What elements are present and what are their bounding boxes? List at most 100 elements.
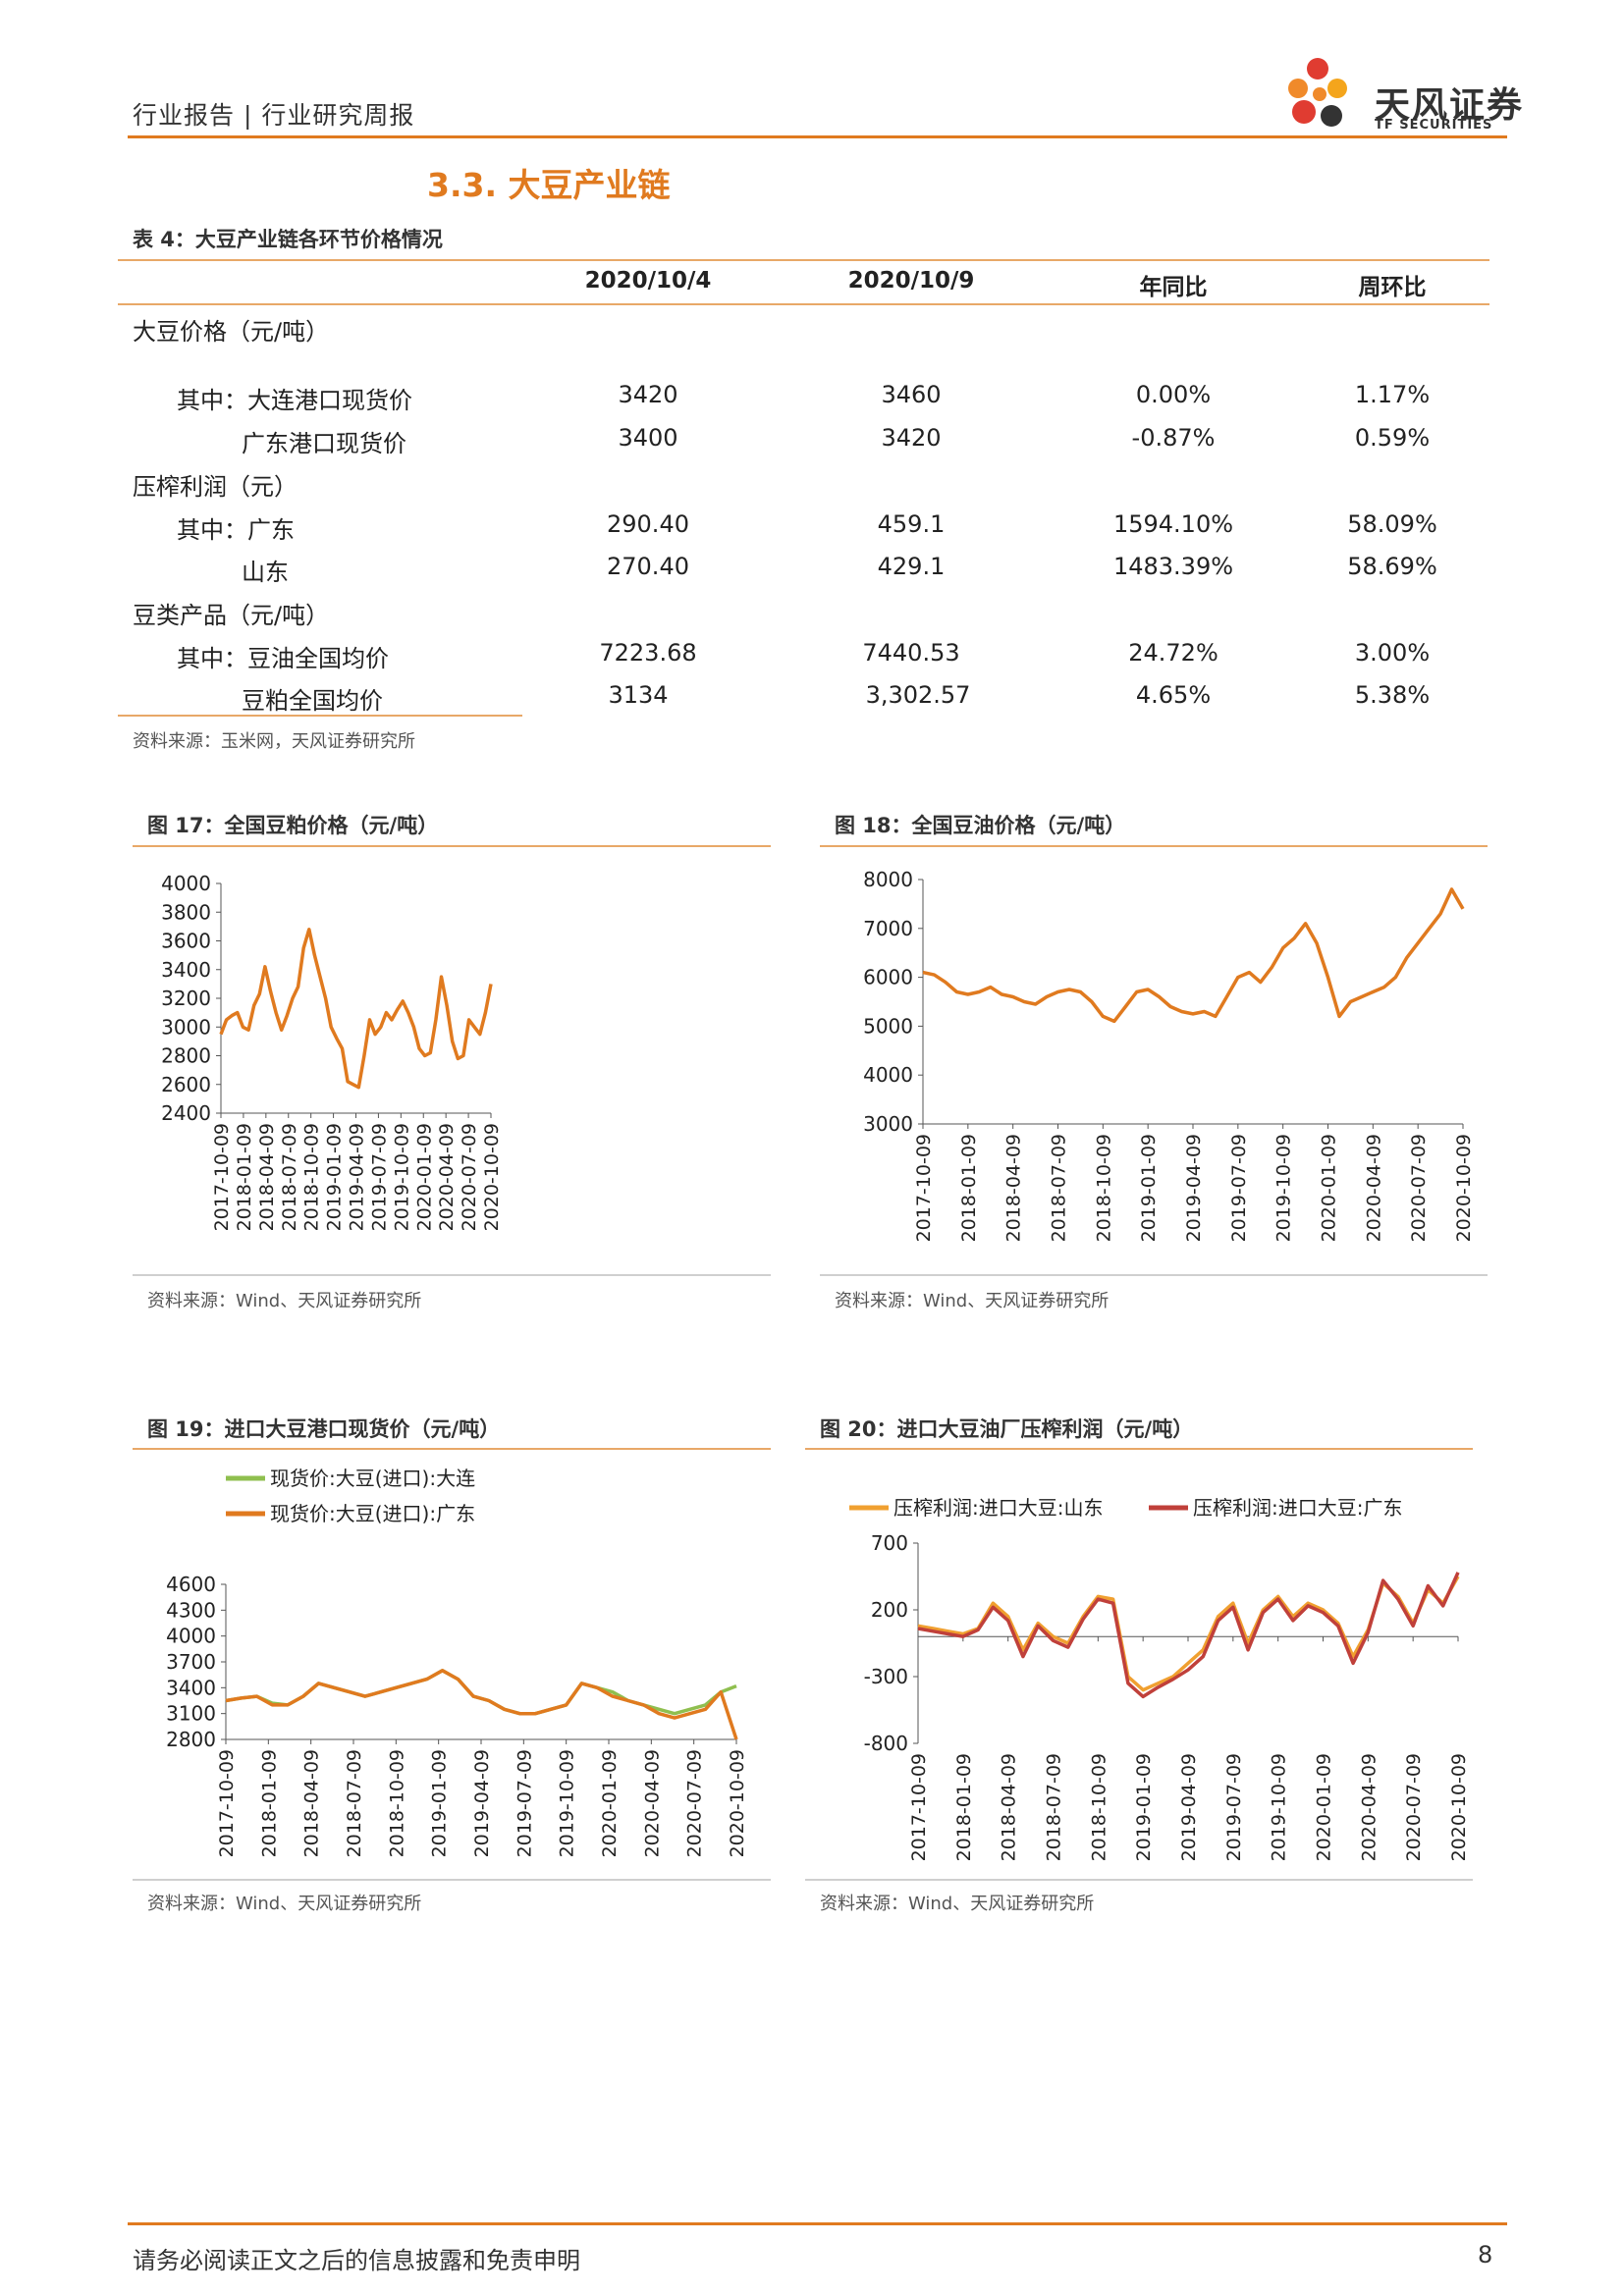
x-tick-label: 2018-10-09	[386, 1749, 407, 1857]
y-tick-label: 2800	[166, 1728, 216, 1751]
x-tick-label: 2018-10-09	[301, 1123, 323, 1231]
table-cell: 24.72%	[1128, 639, 1218, 667]
table-row-label: 广东港口现货价	[242, 430, 406, 457]
x-tick-label: 2019-07-09	[1223, 1753, 1245, 1861]
y-tick-label: 2400	[161, 1101, 211, 1125]
x-tick-label: 2020-01-09	[1314, 1753, 1335, 1861]
table-header-date1: 2020/10/4	[584, 268, 712, 294]
y-tick-label: -300	[864, 1665, 908, 1688]
section-title: 3.3. 大豆产业链	[427, 166, 671, 204]
x-tick-label: 2018-04-09	[999, 1753, 1020, 1861]
x-tick-label: 2018-04-09	[1003, 1134, 1025, 1242]
table-header-rule	[118, 303, 1489, 305]
table-header-yoy: 年同比	[1139, 275, 1208, 300]
fig19-source-rule	[133, 1879, 771, 1881]
table-row-label: 山东	[242, 559, 289, 586]
table-cell: 3134	[608, 681, 669, 709]
table-caption: 表 4：大豆产业链各环节价格情况	[133, 228, 443, 251]
y-tick-label: 6000	[863, 966, 913, 989]
table-cell: -0.87%	[1131, 424, 1216, 452]
x-tick-label: 2018-01-09	[258, 1749, 280, 1857]
y-tick-label: 700	[871, 1531, 908, 1555]
legend-label: 现货价:大豆(进口):大连	[270, 1467, 475, 1490]
y-tick-label: 7000	[863, 917, 913, 940]
y-tick-label: 3100	[166, 1702, 216, 1726]
legend-label: 现货价:大豆(进口):广东	[270, 1502, 475, 1525]
logo-cn-text: 天风证券	[1375, 85, 1525, 126]
fig19-caption-rule	[133, 1448, 771, 1450]
y-tick-label: 3400	[161, 958, 211, 982]
table-cell: 290.40	[607, 510, 689, 538]
x-tick-label: 2020-01-09	[599, 1749, 621, 1857]
x-tick-label: 2020-07-09	[459, 1123, 480, 1231]
x-tick-label: 2018-04-09	[301, 1749, 323, 1857]
table-cell: 429.1	[877, 553, 946, 580]
y-tick-label: 3400	[166, 1676, 216, 1699]
x-tick-label: 2018-10-09	[1093, 1134, 1114, 1242]
fig18-chart: 3000 4000 5000 6000 7000 8000 2017-10-09 2018-0…	[863, 868, 1475, 1242]
y-tick-label: 4000	[166, 1625, 216, 1648]
x-tick-label: 2018-07-09	[1049, 1134, 1070, 1242]
footer-disclaimer: 请务必阅读正文之后的信息披露和免责申明	[133, 2247, 580, 2274]
x-tick-label: 2020-07-09	[1403, 1753, 1425, 1861]
x-tick-label: 2017-10-09	[211, 1123, 233, 1231]
table-cell: 5.38%	[1354, 681, 1431, 709]
x-tick-label: 2018-04-09	[256, 1123, 278, 1231]
table-cell: 1594.10%	[1112, 510, 1234, 538]
x-tick-label: 2019-10-09	[1273, 1134, 1295, 1242]
table-cell: 7223.68	[599, 639, 697, 667]
x-tick-label: 2019-04-09	[1183, 1134, 1205, 1242]
x-tick-label: 2017-10-09	[913, 1134, 935, 1242]
x-tick-label: 2020-04-09	[641, 1749, 663, 1857]
table-group-label: 豆类产品（元/吨）	[133, 602, 330, 629]
y-tick-label: 200	[871, 1598, 908, 1622]
y-tick-label: 3600	[161, 930, 211, 953]
table-cell: 1.17%	[1354, 381, 1431, 408]
table-group-label: 压榨利润（元）	[133, 473, 298, 501]
table-header-wow: 周环比	[1358, 275, 1427, 300]
series-line	[225, 1669, 738, 1740]
legend-label: 压榨利润:进口大豆:山东	[893, 1496, 1103, 1520]
x-tick-label: 2019-10-09	[391, 1123, 412, 1231]
x-tick-label: 2017-10-09	[216, 1749, 238, 1857]
table-top-rule	[118, 259, 1489, 261]
table-cell: 3420	[881, 424, 942, 452]
x-tick-label: 2020-10-09	[1453, 1134, 1475, 1242]
x-tick-label: 2020-10-09	[481, 1123, 503, 1231]
table-row-label: 其中：豆油全国均价	[177, 645, 389, 672]
table-bottom-rule	[118, 715, 522, 717]
x-tick-label: 2020-01-09	[1319, 1134, 1340, 1242]
x-tick-label: 2018-07-09	[1044, 1753, 1065, 1861]
table-cell: 270.40	[607, 553, 689, 580]
fig20-chart: -800 -300 200 700 2017-10-09 2018-01-09 2018-0…	[849, 1496, 1470, 1861]
table-cell: 1483.39%	[1112, 553, 1234, 580]
table-cell: 3,302.57	[865, 681, 971, 709]
x-tick-label: 2019-01-09	[1133, 1753, 1155, 1861]
x-tick-label: 2019-04-09	[347, 1123, 368, 1231]
fig17-source: 资料来源：Wind、天风证券研究所	[147, 1291, 422, 1311]
table-cell: 58.09%	[1347, 510, 1437, 538]
x-tick-label: 2018-07-09	[279, 1123, 300, 1231]
x-tick-label: 2020-10-09	[727, 1749, 748, 1857]
x-tick-label: 2017-10-09	[908, 1753, 930, 1861]
y-tick-label: 3000	[863, 1112, 913, 1136]
x-tick-label: 2018-01-09	[958, 1134, 980, 1242]
table-row-label: 其中：大连港口现货价	[177, 387, 412, 414]
y-tick-label: 3700	[166, 1650, 216, 1674]
table-cell: 4.65%	[1135, 681, 1212, 709]
table-cell: 58.69%	[1347, 553, 1437, 580]
fig18-source: 资料来源：Wind、天风证券研究所	[835, 1291, 1110, 1311]
y-tick-label: 2600	[161, 1073, 211, 1096]
y-tick-label: 3000	[161, 1015, 211, 1039]
x-tick-label: 2018-01-09	[953, 1753, 975, 1861]
x-tick-label: 2019-04-09	[471, 1749, 493, 1857]
x-tick-label: 2019-01-09	[1138, 1134, 1160, 1242]
fig20-caption: 图 20：进口大豆油厂压榨利润（元/吨）	[820, 1417, 1194, 1441]
x-tick-label: 2019-07-09	[514, 1749, 535, 1857]
x-tick-label: 2020-07-09	[684, 1749, 706, 1857]
y-tick-label: 4600	[166, 1573, 216, 1596]
fig20-source: 资料来源：Wind、天风证券研究所	[820, 1894, 1095, 1914]
y-tick-label: 3200	[161, 987, 211, 1010]
table-cell: 3420	[618, 381, 678, 408]
